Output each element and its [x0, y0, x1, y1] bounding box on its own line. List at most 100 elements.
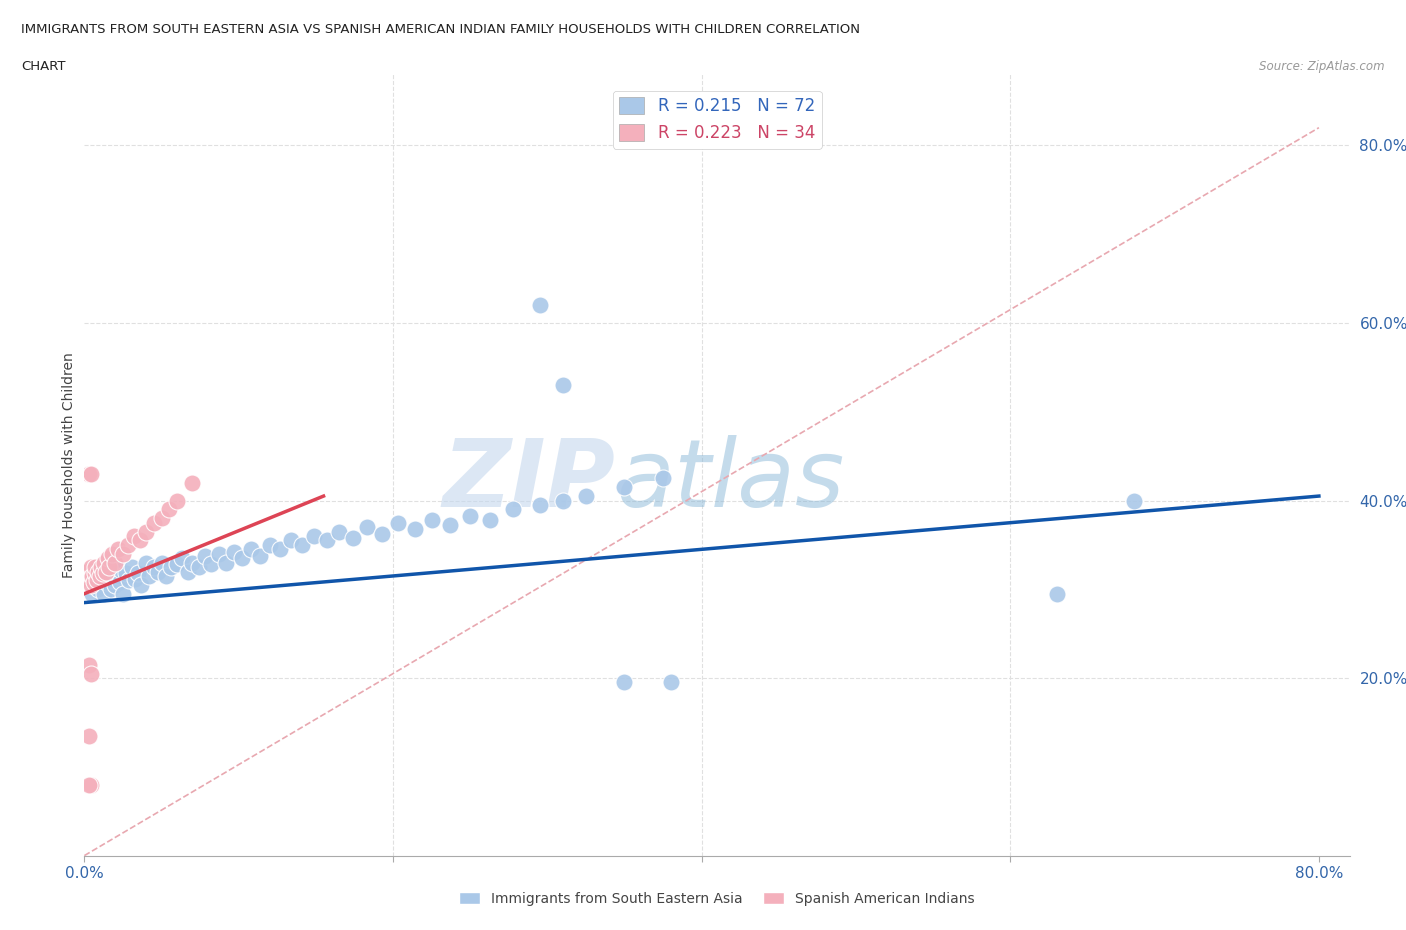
Point [207, 546, 229, 561]
Point [371, 526, 394, 541]
Legend: Immigrants from South Eastern Asia, Spanish American Indians: Immigrants from South Eastern Asia, Span… [454, 886, 980, 911]
Point [315, 533, 337, 548]
Point [98, 560, 121, 575]
Point [100, 582, 122, 597]
Point [439, 518, 461, 533]
Point [479, 512, 502, 527]
Point [502, 502, 524, 517]
Point [170, 551, 193, 565]
Point [93, 555, 115, 570]
Point [613, 675, 636, 690]
Point [177, 565, 200, 579]
Point [79, 666, 101, 681]
Point [87, 565, 110, 579]
Point [117, 538, 139, 552]
Point [76, 565, 98, 579]
Point [80, 568, 103, 583]
Point [194, 548, 217, 563]
Point [652, 471, 675, 485]
Point [458, 509, 481, 524]
Point [157, 502, 180, 517]
Point [135, 555, 157, 570]
Point [269, 542, 291, 557]
Text: CHART: CHART [21, 60, 66, 73]
Point [84, 578, 107, 592]
Point [98, 568, 121, 583]
Point [420, 512, 443, 527]
Point [127, 565, 149, 580]
Point [110, 563, 132, 578]
Point [91, 565, 114, 580]
Point [131, 578, 153, 592]
Point [96, 565, 118, 579]
Point [121, 560, 143, 575]
Text: Source: ZipAtlas.com: Source: ZipAtlas.com [1260, 60, 1385, 73]
Point [159, 560, 181, 575]
Text: atlas: atlas [616, 435, 844, 526]
Point [222, 545, 245, 560]
Point [94, 575, 117, 590]
Point [77, 573, 100, 588]
Point [249, 548, 271, 563]
Point [104, 578, 127, 592]
Point [107, 568, 129, 583]
Point [79, 467, 101, 482]
Point [1045, 586, 1067, 601]
Point [575, 488, 598, 503]
Point [79, 777, 101, 792]
Point [107, 542, 129, 557]
Point [150, 555, 173, 570]
Point [91, 565, 114, 580]
Point [101, 560, 124, 575]
Point [79, 578, 101, 592]
Point [79, 560, 101, 575]
Point [104, 555, 127, 570]
Point [135, 525, 157, 539]
Point [94, 565, 117, 579]
Point [122, 528, 145, 543]
Point [659, 675, 682, 690]
Point [148, 565, 170, 579]
Point [166, 493, 188, 508]
Point [77, 573, 100, 588]
Point [77, 658, 100, 672]
Text: ZIP: ZIP [443, 434, 616, 526]
Point [551, 378, 574, 392]
Point [387, 515, 409, 530]
Point [111, 546, 134, 561]
Point [89, 560, 111, 575]
Point [181, 475, 204, 490]
Point [108, 575, 131, 590]
Point [129, 533, 152, 548]
Point [103, 573, 125, 588]
Text: IMMIGRANTS FROM SOUTH EASTERN ASIA VS SPANISH AMERICAN INDIAN FAMILY HOUSEHOLDS : IMMIGRANTS FROM SOUTH EASTERN ASIA VS SP… [21, 23, 860, 36]
Point [115, 565, 138, 580]
Point [90, 573, 112, 588]
Point [80, 586, 103, 601]
Point [291, 538, 314, 552]
Point [231, 551, 253, 565]
Point [166, 557, 188, 572]
Point [181, 555, 204, 570]
Point [105, 565, 128, 579]
Point [328, 525, 350, 539]
Point [83, 565, 105, 579]
Point [83, 575, 105, 590]
Point [187, 560, 209, 575]
Point [356, 520, 378, 535]
Point [551, 493, 574, 508]
Point [77, 728, 100, 743]
Point [150, 511, 173, 525]
Point [118, 573, 141, 588]
Point [200, 557, 222, 572]
Y-axis label: Family Households with Children: Family Households with Children [62, 352, 76, 578]
Point [155, 568, 177, 583]
Point [93, 586, 115, 601]
Point [240, 542, 263, 557]
Point [111, 586, 134, 601]
Point [90, 560, 112, 575]
Point [142, 560, 165, 575]
Point [280, 533, 302, 548]
Point [613, 480, 636, 495]
Point [304, 528, 326, 543]
